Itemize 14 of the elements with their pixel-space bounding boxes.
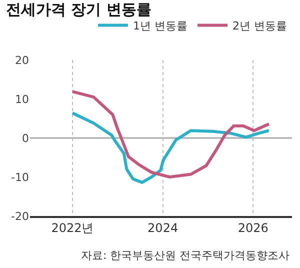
x-tick-label: 2026 xyxy=(238,221,268,236)
chart-title: 전세가격 장기 변동률 xyxy=(6,0,152,19)
line-series xyxy=(70,90,270,178)
y-tick-label: 20 xyxy=(15,54,29,67)
legend-label: 2년 변동률 xyxy=(232,20,287,33)
y-tick-label: -10 xyxy=(11,170,29,184)
text: 자료: 한국부동산원 전국주택가격동향조사 xyxy=(81,249,290,262)
legend-label: 1년 변동률 xyxy=(133,20,188,33)
y-tick-label: 10 xyxy=(15,92,29,106)
y-tick-label: -20 xyxy=(11,210,29,223)
x-tick-label: 2024 xyxy=(148,221,178,236)
x-tick-label: 2022년 xyxy=(51,221,94,236)
y-tick-label: 0 xyxy=(22,132,29,145)
line-series xyxy=(70,112,270,184)
